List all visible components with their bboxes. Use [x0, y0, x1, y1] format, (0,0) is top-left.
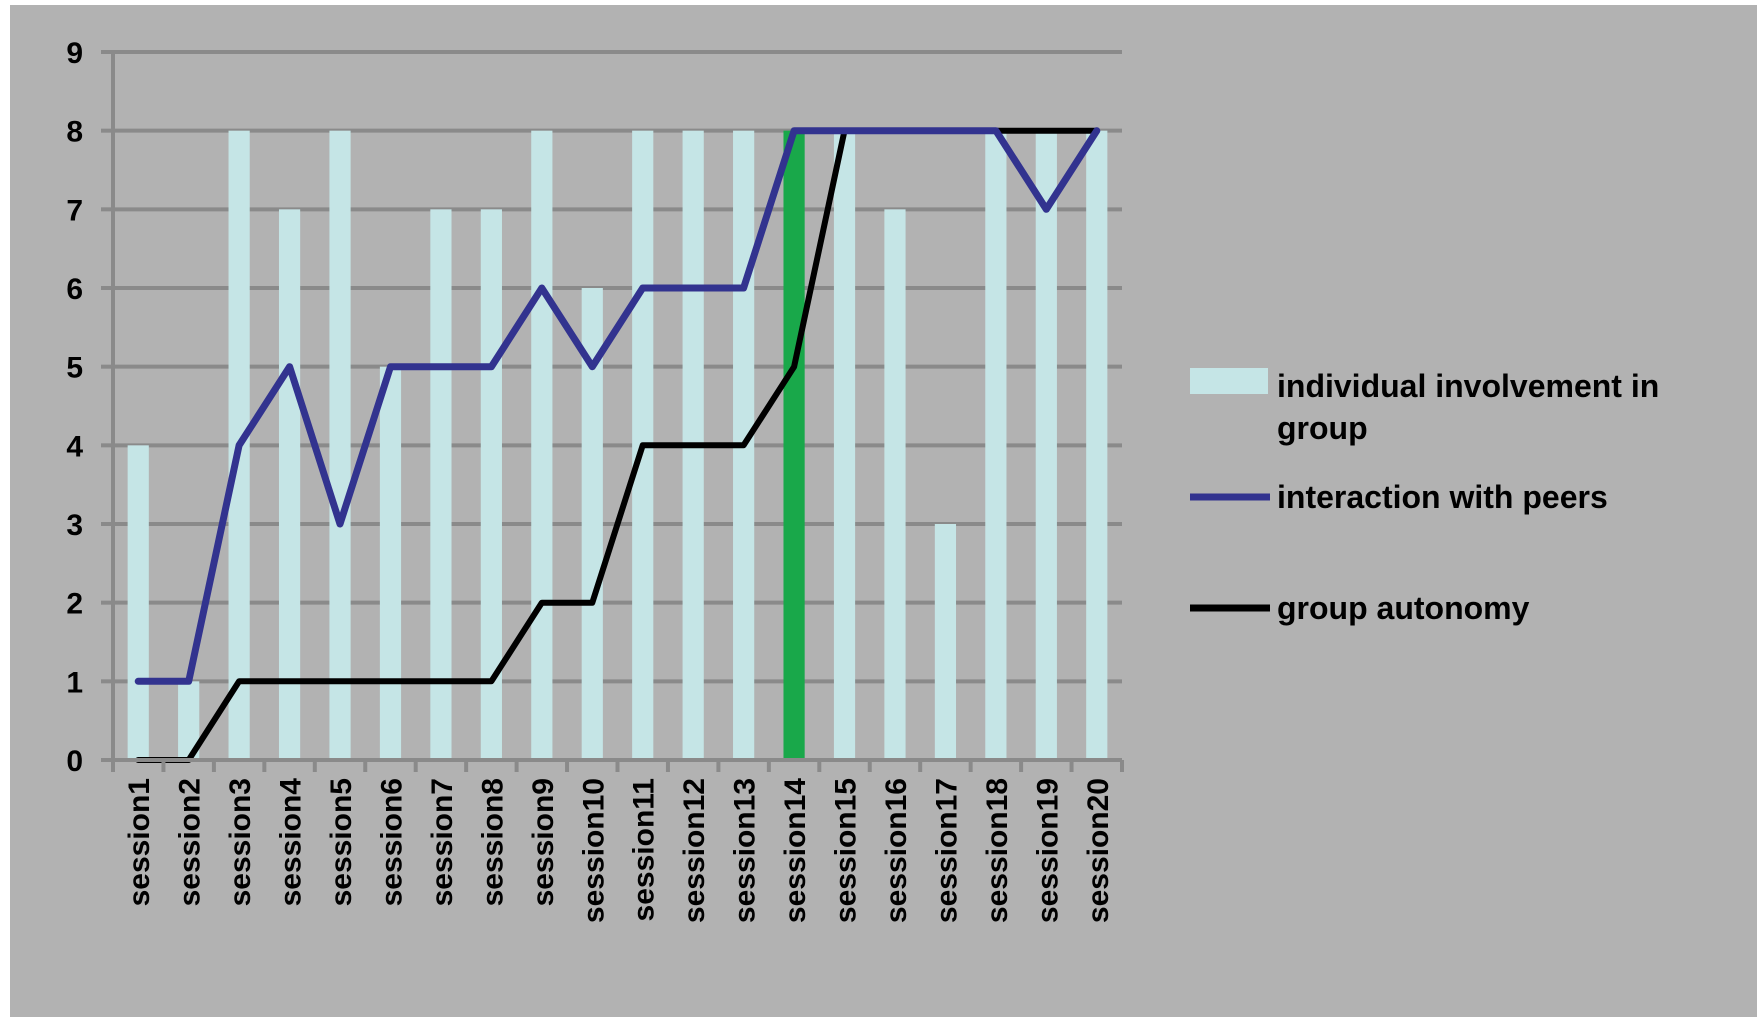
bar-session14 [783, 131, 804, 760]
x-tick-label: session17 [930, 778, 963, 923]
y-tick-label: 9 [66, 37, 83, 70]
x-tick-label: session12 [678, 778, 711, 923]
x-tick-label: session20 [1082, 778, 1115, 923]
x-tick-label: session14 [779, 778, 812, 923]
x-tick-label: session7 [426, 778, 459, 906]
x-tick-label: session8 [476, 778, 509, 906]
x-tick-label: session13 [729, 778, 762, 923]
x-tick-label: session3 [224, 778, 257, 906]
x-tick-label: session19 [1031, 778, 1064, 923]
legend-label-interaction: interaction with peers [1277, 479, 1608, 515]
legend-swatch-bar [1190, 368, 1268, 394]
y-tick-label: 4 [66, 430, 83, 463]
y-tick-label: 6 [66, 273, 83, 306]
bar-session18 [985, 131, 1006, 760]
y-tick-label: 7 [66, 194, 83, 227]
gridlines [113, 52, 1122, 681]
legend-label-bar: individual involvement in group [1277, 368, 1659, 446]
bar-session15 [834, 131, 855, 760]
bar-session17 [935, 524, 956, 760]
bar-session5 [329, 131, 350, 760]
bar-session19 [1036, 131, 1057, 760]
bar-session1 [128, 445, 149, 760]
x-tick-label: session9 [527, 778, 560, 906]
x-tick-label: session10 [577, 778, 610, 923]
y-tick-label: 0 [66, 745, 83, 778]
x-tick-label: session11 [628, 778, 661, 921]
x-tick-label: session5 [325, 778, 358, 906]
y-tick-label: 5 [66, 352, 83, 385]
x-tick-label: session15 [830, 778, 863, 923]
y-tick-label: 3 [66, 509, 83, 542]
x-tick-label: session2 [174, 778, 207, 906]
y-tick-label: 8 [66, 116, 83, 149]
y-tick-label: 1 [66, 666, 83, 699]
x-tick-label: session6 [375, 778, 408, 906]
bar-session9 [531, 131, 552, 760]
legend: individual involvement in group interactio… [1190, 368, 1659, 626]
x-tick-label: session4 [275, 778, 308, 907]
x-tick-label: session16 [880, 778, 913, 923]
bar-session16 [884, 209, 905, 760]
bar-session4 [279, 209, 300, 760]
x-tick-label: session1 [123, 778, 156, 906]
axes [101, 52, 1122, 772]
x-tick-label: session18 [981, 778, 1014, 923]
y-tick-label: 2 [66, 588, 83, 621]
bar-session7 [430, 209, 451, 760]
y-axis-tick-labels: 0 1 2 3 4 5 6 7 8 9 [66, 37, 83, 778]
bar-session6 [380, 367, 401, 760]
legend-label-autonomy: group autonomy [1277, 590, 1530, 626]
x-axis-tick-labels: session1 session2 session3 session4 session5… [123, 778, 1115, 923]
bar-session20 [1086, 131, 1107, 760]
